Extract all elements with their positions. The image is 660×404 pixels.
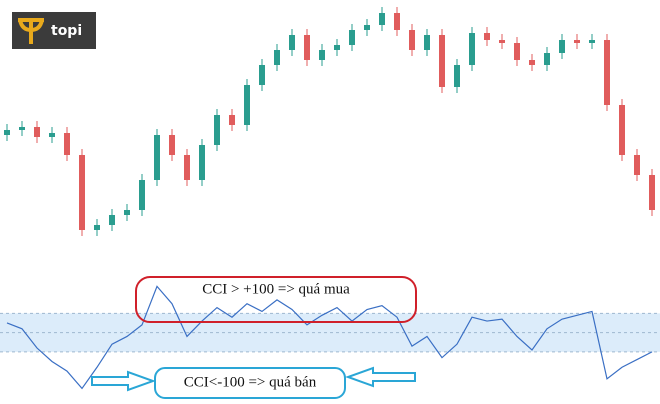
overbought-box: [135, 276, 417, 323]
oversold-box: [154, 367, 346, 399]
candle-body: [19, 127, 25, 130]
candle-body: [604, 40, 610, 105]
candle-body: [634, 155, 640, 175]
candle-body: [244, 85, 250, 125]
candle-body: [34, 127, 40, 137]
candle-body: [574, 40, 580, 43]
candle-body: [79, 155, 85, 230]
candle-body: [529, 60, 535, 65]
candle-body: [274, 50, 280, 65]
candle-body: [259, 65, 265, 85]
candle-body: [4, 130, 10, 135]
candle-body: [454, 65, 460, 87]
arrow-right: [91, 370, 156, 392]
candle-body: [349, 30, 355, 45]
candle-body: [589, 40, 595, 43]
logo-text: topi: [51, 23, 82, 39]
candle-body: [64, 133, 70, 155]
candle-body: [544, 53, 550, 65]
candle-body: [334, 45, 340, 50]
candle-body: [649, 175, 655, 210]
candle-body: [394, 13, 400, 30]
candle-body: [184, 155, 190, 180]
candle-body: [169, 135, 175, 155]
candle-body: [304, 35, 310, 60]
candle-body: [214, 115, 220, 145]
candle-body: [289, 35, 295, 50]
candle-body: [319, 50, 325, 60]
overbought-label: CCI > +100 => quá mua: [202, 281, 350, 297]
candle-body: [514, 43, 520, 60]
candle-body: [499, 40, 505, 43]
candle-body: [379, 13, 385, 25]
arrow-left: [345, 366, 416, 388]
logo-icon: [18, 18, 44, 44]
candle-body: [364, 25, 370, 30]
candle-body: [139, 180, 145, 210]
candle-body: [124, 210, 130, 215]
candle-body: [619, 105, 625, 155]
candle-body: [154, 135, 160, 180]
cci-panel: [0, 285, 660, 390]
oversold-label: CCI<-100 => quá bán: [184, 374, 317, 390]
candle-body: [199, 145, 205, 180]
cci-line: [6, 285, 653, 390]
candle-body: [439, 35, 445, 87]
candle-body: [559, 40, 565, 53]
candle-body: [94, 225, 100, 230]
candle-body: [484, 33, 490, 40]
candle-body: [49, 133, 55, 137]
price-panel: [4, 7, 655, 236]
candle-body: [229, 115, 235, 125]
candle-body: [109, 215, 115, 225]
candle-body: [409, 30, 415, 50]
candle-body: [424, 35, 430, 50]
candle-body: [469, 33, 475, 65]
